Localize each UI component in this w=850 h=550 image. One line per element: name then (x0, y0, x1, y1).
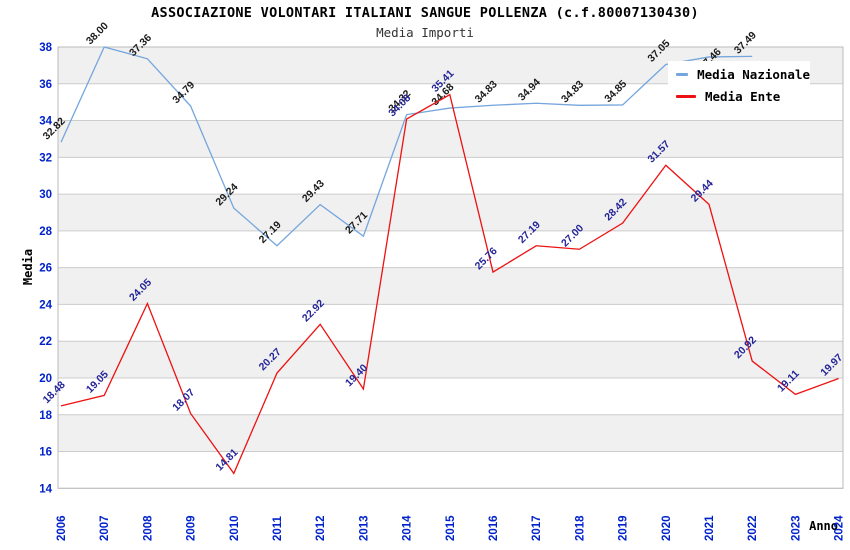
plot-band (58, 414, 843, 452)
x-tick-label: 2011 (272, 515, 284, 541)
y-tick-label: 22 (39, 336, 52, 348)
legend-swatch-nazionale-icon (676, 73, 689, 76)
x-tick-label: 2018 (574, 515, 586, 541)
y-tick-label: 14 (39, 483, 52, 495)
x-tick-label: 2023 (790, 515, 802, 541)
x-tick: 2013 (358, 515, 370, 541)
x-tick-label: 2020 (661, 515, 673, 541)
x-tick: 2011 (272, 515, 284, 541)
y-tick-label: 18 (39, 410, 52, 422)
x-tick-label: 2015 (445, 515, 457, 541)
legend-label-ente: Media Ente (705, 89, 781, 104)
x-tick-label: 2021 (704, 515, 716, 541)
x-tick: 2014 (402, 515, 414, 541)
x-tick: 2019 (618, 515, 630, 541)
x-tick-label: 2006 (56, 515, 68, 541)
x-tick-label: 2016 (488, 515, 500, 541)
legend: Media Nazionale Media Ente (668, 61, 810, 110)
x-tick: 2023 (790, 515, 802, 541)
x-tick: 2017 (531, 515, 543, 541)
x-tick-label: 2017 (531, 515, 543, 541)
x-tick-label: 2022 (747, 515, 759, 541)
y-tick-label: 26 (39, 263, 52, 275)
x-tick: 2006 (56, 515, 68, 541)
x-tick: 2024 (834, 515, 846, 541)
y-tick-label: 32 (39, 152, 52, 164)
y-tick-label: 36 (39, 79, 52, 91)
series-line-media-nazionale (60, 46, 753, 247)
plot-band (58, 194, 843, 231)
chart-title: ASSOCIAZIONE VOLONTARI ITALIANI SANGUE P… (151, 5, 699, 21)
x-tick-label: 2009 (186, 515, 198, 541)
y-tick-label: 34 (39, 116, 52, 128)
legend-item-media-ente: Media Ente (676, 89, 810, 104)
y-tick-label: 38 (39, 42, 52, 54)
y-tick-label: 20 (39, 373, 52, 385)
plot-band (58, 120, 843, 158)
x-tick-label: 2014 (402, 515, 414, 541)
x-tick: 2007 (99, 515, 111, 541)
x-tick: 2018 (574, 515, 586, 541)
x-tick-label: 2007 (99, 515, 111, 541)
plot-band (58, 267, 843, 305)
x-tick: 2012 (315, 515, 327, 541)
x-tick-label: 2013 (358, 515, 370, 541)
legend-swatch-ente-icon (676, 95, 696, 98)
x-tick: 2015 (445, 515, 457, 541)
x-tick: 2022 (747, 515, 759, 541)
legend-item-media-nazionale: Media Nazionale (676, 67, 810, 82)
legend-label-nazionale: Media Nazionale (697, 67, 810, 82)
x-tick: 2008 (142, 515, 154, 541)
x-tick: 2020 (661, 515, 673, 541)
y-tick-label: 24 (39, 299, 52, 311)
x-tick-label: 2008 (142, 515, 154, 541)
x-tick: 2010 (229, 515, 241, 541)
y-tick-label: 28 (39, 226, 52, 238)
x-axis-title: Anno (809, 519, 838, 533)
x-tick-label: 2010 (229, 515, 241, 541)
series-line-media-ente (60, 93, 839, 475)
chart-subtitle: Media Importi (376, 25, 474, 40)
x-tick: 2009 (186, 515, 198, 541)
data-label-group: 38.00 (84, 20, 111, 47)
y-tick-label: 16 (39, 447, 52, 459)
x-tick-label: 2024 (834, 515, 846, 541)
x-tick-label: 2012 (315, 515, 327, 541)
x-tick: 2021 (704, 515, 716, 541)
x-tick-label: 2019 (618, 515, 630, 541)
x-tick: 2016 (488, 515, 500, 541)
plot-band (58, 341, 843, 378)
plot-frame (57, 46, 844, 489)
y-tick-label: 30 (39, 189, 52, 201)
data-label: 38.00 (84, 20, 111, 47)
